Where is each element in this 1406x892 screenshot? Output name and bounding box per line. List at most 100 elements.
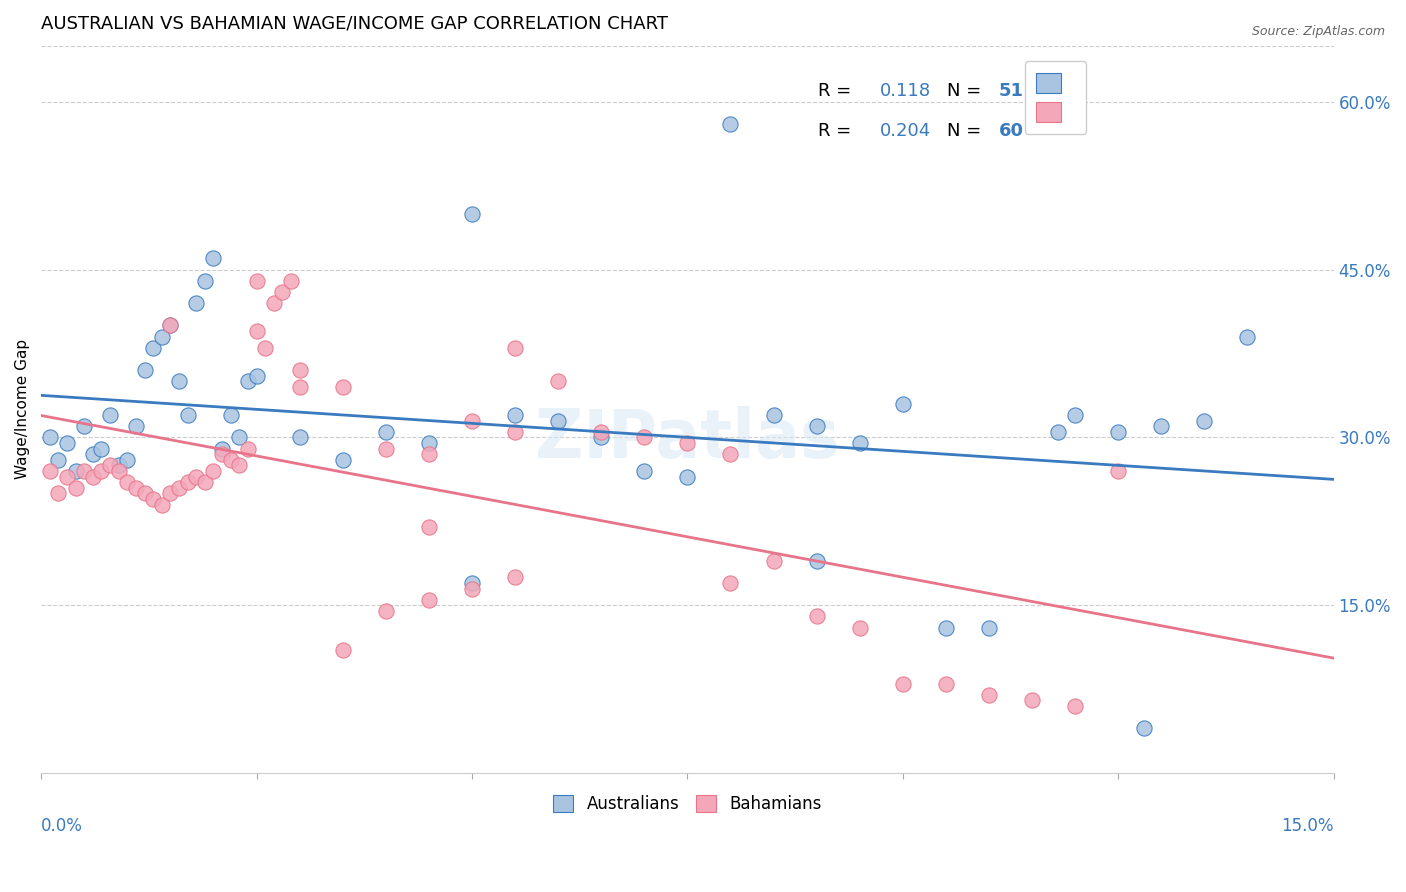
- Point: [503, 341, 526, 355]
- Point: [107, 458, 129, 473]
- Point: [633, 464, 655, 478]
- Y-axis label: Wage/Income Gap: Wage/Income Gap: [15, 339, 30, 480]
- Point: [374, 442, 396, 456]
- Text: 15.0%: 15.0%: [1281, 817, 1334, 835]
- Point: [762, 553, 785, 567]
- Point: [503, 570, 526, 584]
- Point: [461, 575, 484, 590]
- Point: [271, 285, 294, 299]
- Text: R =: R =: [818, 122, 851, 140]
- Point: [186, 296, 208, 310]
- Point: [117, 452, 139, 467]
- Point: [236, 375, 259, 389]
- Text: N =: N =: [948, 82, 981, 100]
- Text: 60: 60: [998, 122, 1024, 140]
- Point: [125, 419, 148, 434]
- Point: [263, 296, 285, 310]
- Point: [891, 676, 914, 690]
- Point: [150, 329, 173, 343]
- Point: [38, 464, 60, 478]
- Point: [82, 469, 104, 483]
- Point: [236, 442, 259, 456]
- Point: [134, 486, 156, 500]
- Point: [1046, 425, 1069, 439]
- Text: Source: ZipAtlas.com: Source: ZipAtlas.com: [1251, 25, 1385, 38]
- Point: [547, 375, 569, 389]
- Point: [332, 643, 354, 657]
- Point: [288, 380, 311, 394]
- Point: [90, 464, 112, 478]
- Text: 0.0%: 0.0%: [41, 817, 83, 835]
- Point: [82, 447, 104, 461]
- Point: [228, 430, 250, 444]
- Text: 0.204: 0.204: [880, 122, 931, 140]
- Text: 51: 51: [998, 82, 1024, 100]
- Point: [1107, 464, 1129, 478]
- Point: [117, 475, 139, 490]
- Point: [806, 419, 828, 434]
- Point: [676, 469, 699, 483]
- Text: AUSTRALIAN VS BAHAMIAN WAGE/INCOME GAP CORRELATION CHART: AUSTRALIAN VS BAHAMIAN WAGE/INCOME GAP C…: [41, 15, 668, 33]
- Point: [254, 341, 277, 355]
- Point: [245, 368, 267, 383]
- Point: [167, 481, 190, 495]
- Point: [107, 464, 129, 478]
- Point: [1021, 693, 1043, 707]
- Point: [142, 491, 165, 506]
- Point: [228, 458, 250, 473]
- Point: [73, 464, 96, 478]
- Point: [848, 436, 870, 450]
- Point: [98, 458, 121, 473]
- Point: [134, 363, 156, 377]
- Point: [280, 274, 302, 288]
- Point: [591, 425, 613, 439]
- Point: [891, 397, 914, 411]
- Point: [38, 430, 60, 444]
- Point: [503, 408, 526, 422]
- Point: [633, 430, 655, 444]
- Point: [1150, 419, 1173, 434]
- Point: [418, 447, 440, 461]
- Point: [374, 604, 396, 618]
- Point: [288, 363, 311, 377]
- Point: [503, 425, 526, 439]
- Point: [202, 464, 225, 478]
- Legend: Australians, Bahamians: Australians, Bahamians: [547, 788, 828, 820]
- Point: [56, 469, 79, 483]
- Point: [159, 318, 181, 333]
- Point: [332, 452, 354, 467]
- Point: [1194, 414, 1216, 428]
- Text: 0.118: 0.118: [880, 82, 931, 100]
- Point: [142, 341, 165, 355]
- Point: [676, 436, 699, 450]
- Point: [211, 447, 233, 461]
- Point: [461, 206, 484, 220]
- Text: ZIPatlas: ZIPatlas: [536, 406, 839, 472]
- Point: [46, 486, 69, 500]
- Point: [98, 408, 121, 422]
- Point: [194, 274, 217, 288]
- Point: [418, 520, 440, 534]
- Point: [219, 408, 242, 422]
- Point: [245, 274, 267, 288]
- Point: [461, 582, 484, 596]
- Point: [219, 452, 242, 467]
- Text: N =: N =: [948, 122, 981, 140]
- Point: [176, 475, 198, 490]
- Point: [332, 380, 354, 394]
- Point: [461, 414, 484, 428]
- Point: [547, 414, 569, 428]
- Point: [1236, 329, 1258, 343]
- Point: [1064, 699, 1087, 714]
- Point: [806, 609, 828, 624]
- Point: [977, 688, 1000, 702]
- Point: [176, 408, 198, 422]
- Point: [935, 621, 957, 635]
- Point: [46, 452, 69, 467]
- Point: [806, 553, 828, 567]
- Point: [977, 621, 1000, 635]
- Point: [720, 575, 742, 590]
- Point: [159, 318, 181, 333]
- Point: [73, 419, 96, 434]
- Point: [56, 436, 79, 450]
